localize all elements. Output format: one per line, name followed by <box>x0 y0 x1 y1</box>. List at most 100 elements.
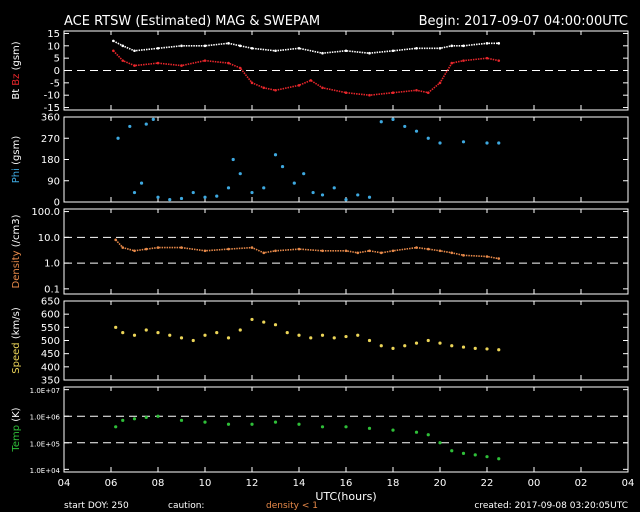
phi-point <box>302 172 306 176</box>
speed-point <box>250 317 254 322</box>
density-axis-label-part: Density <box>11 250 22 288</box>
density-point <box>497 257 501 260</box>
footer-caution-label: caution: <box>168 501 204 511</box>
temp-point <box>203 420 207 424</box>
bt-point <box>203 44 207 48</box>
bt-bz-ytick-label: 0 <box>54 66 60 77</box>
bt-point <box>485 42 489 45</box>
bz-point <box>203 59 207 62</box>
temp-point <box>250 422 254 426</box>
phi-point <box>391 117 395 121</box>
bz-point <box>438 81 442 85</box>
speed-point <box>114 325 118 329</box>
speed-point <box>414 341 419 345</box>
x-tick-label: 16 <box>340 478 353 489</box>
temp-point <box>144 415 148 420</box>
phi-point <box>367 195 372 199</box>
density-point <box>274 249 277 253</box>
temp-point <box>497 457 501 461</box>
density-ytick-label: 10.0 <box>38 233 60 244</box>
speed-point <box>215 331 219 335</box>
bt-bz-axis-label-part: Bz <box>11 74 22 89</box>
temp-axis-label-part: (K) <box>11 407 22 425</box>
temp-point <box>121 418 125 422</box>
density-point <box>462 254 465 257</box>
phi-point <box>215 194 219 198</box>
phi-point <box>438 141 442 145</box>
bt-point <box>462 44 465 48</box>
temp-point <box>273 420 278 424</box>
temp-point <box>438 441 442 445</box>
temp-ytick-label: 1.0E+05 <box>30 440 60 448</box>
bt-point <box>297 46 301 50</box>
speed-point <box>156 331 160 335</box>
speed-axis-label-part: (km/s) <box>11 307 22 342</box>
bt-point <box>497 42 501 45</box>
phi-point <box>485 141 489 145</box>
speed-point <box>403 344 407 348</box>
temp-point <box>426 433 430 437</box>
footer-caution-note: density < 1 <box>266 501 318 511</box>
density-point <box>121 246 125 249</box>
bt-point <box>227 42 230 45</box>
phi-point <box>226 186 231 190</box>
x-tick-label: 08 <box>152 478 165 489</box>
phi-point <box>144 122 148 126</box>
phi-point <box>151 117 155 121</box>
density-point <box>180 246 183 249</box>
bt-bz-ytick-label: -5 <box>50 78 60 89</box>
phi-point <box>292 181 296 185</box>
bt-point <box>121 44 125 48</box>
temp-axis-label-part: Temp <box>11 425 22 453</box>
bz-point <box>112 49 115 53</box>
density-point <box>391 249 395 253</box>
speed-point <box>367 338 372 343</box>
phi-point <box>461 140 466 144</box>
speed-ytick-label: 650 <box>41 297 60 308</box>
bz-point <box>227 61 230 65</box>
bt-bz-axis-label: Bt Bz (gsm) <box>11 41 22 99</box>
density-point <box>297 247 301 251</box>
footer-created: created: 2017-09-08 03:20:05UTC <box>474 501 628 511</box>
temp-axis-label: Temp (K) <box>11 407 22 452</box>
bz-point <box>344 91 348 95</box>
temp-point <box>179 418 184 422</box>
x-tick-label: 02 <box>575 478 588 489</box>
speed-point <box>144 328 148 332</box>
bt-bz-axis-label-part: (gsm) <box>11 41 22 73</box>
speed-point <box>438 341 442 345</box>
speed-ytick-label: 600 <box>41 310 60 321</box>
bz-point <box>321 86 324 90</box>
bz-point <box>180 64 183 67</box>
bt-point <box>180 44 183 48</box>
temp-point <box>391 428 395 432</box>
bt-bz-axis-label-part: Bt <box>11 89 22 100</box>
density-point <box>114 238 117 242</box>
density-point <box>321 249 324 253</box>
chart-title: ACE RTSW (Estimated) MAG & SWEPAM <box>64 14 320 29</box>
speed-ytick-label: 450 <box>41 349 60 360</box>
temp-point <box>367 426 372 430</box>
temp-ytick-label: 1.0E+07 <box>30 387 60 395</box>
bt-bz-ytick-label: 5 <box>54 54 60 65</box>
phi-point <box>139 181 144 185</box>
bz-point <box>368 93 371 97</box>
speed-ytick-label: 550 <box>41 323 60 334</box>
phi-point <box>203 195 207 199</box>
phi-point <box>414 129 419 133</box>
phi-point <box>280 164 285 169</box>
temp-point <box>450 449 454 453</box>
bz-point <box>238 66 242 70</box>
x-tick-label: 18 <box>387 478 400 489</box>
density-point <box>144 247 148 251</box>
speed-point <box>426 338 430 343</box>
phi-point <box>403 124 407 129</box>
temp-point <box>473 453 477 457</box>
footer-start-doy: start DOY: 250 <box>64 501 129 511</box>
phi-axis-label: Phi (gsm) <box>11 136 22 184</box>
phi-point <box>311 190 315 195</box>
x-tick-label: 04 <box>58 478 71 489</box>
speed-point <box>121 331 125 335</box>
temp-point <box>344 425 348 429</box>
